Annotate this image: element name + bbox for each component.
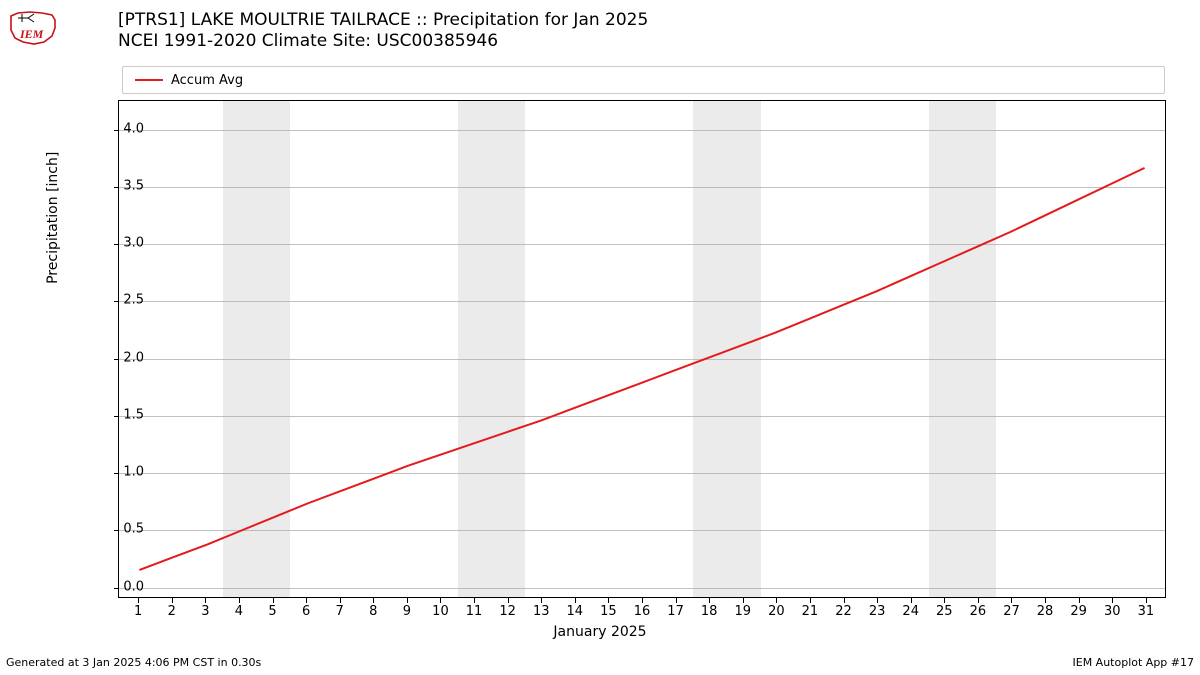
svg-text:IEM: IEM [19, 27, 44, 41]
xtick-label: 20 [768, 604, 785, 619]
footer-generated: Generated at 3 Jan 2025 4:06 PM CST in 0… [6, 656, 261, 669]
xtick-label: 3 [201, 604, 209, 619]
xtick-mark [978, 598, 979, 603]
xtick-label: 11 [466, 604, 483, 619]
xtick-mark [743, 598, 744, 603]
xtick-label: 10 [432, 604, 449, 619]
title-line-2: NCEI 1991-2020 Climate Site: USC00385946 [118, 31, 648, 52]
xtick-mark [1079, 598, 1080, 603]
xtick-mark [340, 598, 341, 603]
xtick-label: 1 [134, 604, 142, 619]
series-line [119, 101, 1165, 597]
xtick-label: 19 [734, 604, 751, 619]
xtick-label: 15 [600, 604, 617, 619]
xtick-label: 29 [1070, 604, 1087, 619]
xtick-label: 21 [802, 604, 819, 619]
x-axis-label: January 2025 [0, 624, 1200, 640]
xtick-mark [1045, 598, 1046, 603]
xtick-mark [877, 598, 878, 603]
ytick-label: 2.0 [104, 350, 144, 365]
ytick-label: 1.0 [104, 465, 144, 480]
xtick-label: 24 [902, 604, 919, 619]
xtick-label: 6 [302, 604, 310, 619]
y-axis-label: Precipitation [inch] [45, 152, 61, 284]
xtick-label: 26 [970, 604, 987, 619]
xtick-mark [776, 598, 777, 603]
xtick-label: 23 [869, 604, 886, 619]
xtick-label: 14 [567, 604, 584, 619]
xtick-mark [407, 598, 408, 603]
ytick-label: 3.0 [104, 236, 144, 251]
xtick-label: 4 [235, 604, 243, 619]
title-line-1: [PTRS1] LAKE MOULTRIE TAILRACE :: Precip… [118, 10, 648, 31]
xtick-mark [306, 598, 307, 603]
xtick-label: 31 [1138, 604, 1155, 619]
xtick-mark [239, 598, 240, 603]
plot-area [118, 100, 1166, 598]
ytick-label: 0.5 [104, 522, 144, 537]
xtick-mark [1112, 598, 1113, 603]
xtick-label: 12 [499, 604, 516, 619]
xtick-label: 7 [336, 604, 344, 619]
xtick-label: 5 [268, 604, 276, 619]
xtick-mark [273, 598, 274, 603]
xtick-label: 28 [1037, 604, 1054, 619]
legend-label: Accum Avg [171, 73, 243, 88]
chart-title: [PTRS1] LAKE MOULTRIE TAILRACE :: Precip… [118, 10, 648, 53]
xtick-mark [608, 598, 609, 603]
ytick-label: 1.5 [104, 407, 144, 422]
xtick-mark [205, 598, 206, 603]
xtick-label: 27 [1003, 604, 1020, 619]
xtick-label: 18 [701, 604, 718, 619]
legend: Accum Avg [122, 66, 1165, 94]
xtick-mark [373, 598, 374, 603]
ytick-label: 3.5 [104, 178, 144, 193]
ytick-label: 2.5 [104, 293, 144, 308]
xtick-mark [1146, 598, 1147, 603]
legend-swatch [135, 79, 163, 81]
xtick-mark [1011, 598, 1012, 603]
xtick-mark [810, 598, 811, 603]
xtick-mark [844, 598, 845, 603]
xtick-label: 2 [168, 604, 176, 619]
xtick-label: 9 [403, 604, 411, 619]
xtick-mark [944, 598, 945, 603]
xtick-mark [474, 598, 475, 603]
xtick-label: 17 [667, 604, 684, 619]
xtick-label: 13 [533, 604, 550, 619]
xtick-label: 30 [1104, 604, 1121, 619]
xtick-mark [138, 598, 139, 603]
xtick-mark [676, 598, 677, 603]
xtick-mark [541, 598, 542, 603]
xtick-mark [575, 598, 576, 603]
iem-logo: IEM [8, 8, 58, 48]
xtick-label: 25 [936, 604, 953, 619]
xtick-mark [911, 598, 912, 603]
xtick-label: 16 [634, 604, 651, 619]
footer-app: IEM Autoplot App #17 [1073, 656, 1195, 669]
xtick-mark [642, 598, 643, 603]
xtick-mark [508, 598, 509, 603]
xtick-label: 8 [369, 604, 377, 619]
xtick-mark [172, 598, 173, 603]
xtick-mark [440, 598, 441, 603]
ytick-label: 4.0 [104, 121, 144, 136]
ytick-label: 0.0 [104, 579, 144, 594]
xtick-label: 22 [835, 604, 852, 619]
xtick-mark [709, 598, 710, 603]
